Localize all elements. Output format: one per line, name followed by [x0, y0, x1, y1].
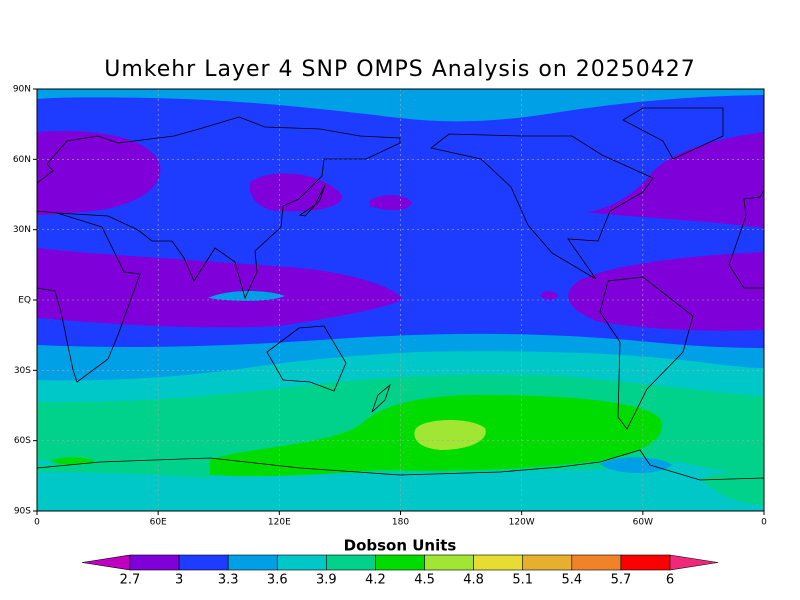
colorbar-tick-label: 3.3: [218, 573, 239, 588]
coast-australia: [266, 325, 347, 392]
graticule: [37, 89, 764, 511]
field-lightgreen-south: [414, 419, 486, 450]
colorbar-over: [669, 554, 719, 571]
field-purple-japan: [249, 173, 343, 212]
coast-antarctica: [37, 449, 764, 481]
colorbar-label: Dobson Units: [344, 537, 457, 555]
x-tick-label: 120E: [268, 518, 291, 528]
colorbar-tick-label: 3: [175, 573, 183, 588]
x-tick-label: 60W: [633, 518, 653, 528]
field-purple-eurasia: [37, 130, 161, 215]
colorbar-segment: [522, 554, 573, 571]
y-tick-label: 60S: [14, 436, 31, 446]
coast-eurasia: [37, 116, 401, 300]
field-teal-antarctic-east: [700, 462, 764, 505]
map-title: Umkehr Layer 4 SNP OMPS Analysis on 2025…: [104, 57, 696, 82]
field-cyan-antarctic: [37, 462, 764, 511]
colorbar-tick-label: 5.4: [561, 573, 582, 588]
coastlines: [37, 107, 764, 481]
colorbar-tick-label: 3.9: [316, 573, 337, 588]
coast-africa: [37, 212, 141, 383]
colorbar-segment: [620, 554, 671, 571]
colorbar-tick-label: 3.6: [267, 573, 288, 588]
colorbar-tick-label: 4.5: [414, 573, 435, 588]
colorbar-segment: [276, 554, 327, 571]
colorbar-tick-label: 5.1: [512, 573, 533, 588]
field-purple-atlantic: [585, 132, 764, 228]
coast-west-africa-europe: [728, 189, 764, 289]
field-green-small: [50, 457, 95, 465]
colorbar-segment: [473, 554, 524, 571]
x-tick-label: 0: [34, 518, 40, 528]
coast-new-zealand: [371, 383, 391, 413]
colorbar-segment: [424, 554, 474, 571]
coast-japan: [298, 184, 326, 217]
colorbar-tick-label: 4.8: [463, 573, 484, 588]
colorbar-segment: [326, 554, 376, 571]
coast-south-america: [599, 276, 694, 430]
x-tick-label: 0: [761, 518, 767, 528]
y-tick-label: 90S: [14, 507, 31, 517]
field-indonesia: [208, 291, 285, 301]
colorbar-segment: [571, 554, 622, 571]
field-purple-pacific: [370, 195, 412, 211]
coast-north-america: [430, 133, 654, 280]
colorbar-under: [81, 554, 131, 571]
colorbar-segment: [227, 554, 278, 571]
y-tick-label: 60N: [13, 155, 31, 165]
colorbar-tick-label: 6: [666, 573, 674, 588]
colorbar-tick-label: 5.7: [611, 573, 632, 588]
coast-greenland: [622, 107, 724, 160]
colorbar-segment: [178, 554, 229, 571]
x-tick-label: 180: [392, 518, 409, 528]
colorbar-segment: [375, 554, 425, 571]
x-tick-label: 60E: [150, 518, 167, 528]
y-tick-label: EQ: [18, 296, 31, 306]
field-purple-small: [540, 290, 558, 301]
y-tick-label: 90N: [13, 85, 31, 95]
field-teal-antarctic-west: [37, 462, 210, 478]
field-purple-tropic-east: [568, 252, 764, 331]
field-weddell: [600, 457, 672, 474]
x-tick-label: 120W: [509, 518, 535, 528]
colorbar: 2.7 3 3.3 3.6 3.9 4.2 4.5 4.8 5.1 5.4 5.7 6: [81, 554, 719, 588]
y-tick-label: 30S: [14, 366, 31, 376]
colorbar-tick-label: 2.7: [120, 573, 141, 588]
y-tick-label: 30N: [13, 225, 31, 235]
colorbar-segment: [129, 554, 180, 571]
colorbar-tick-label: 4.2: [365, 573, 386, 588]
map-ticks: 0 60E 120E 180 120W 60W 0 90N 60N 30N EQ 30S 60S 90S: [13, 85, 767, 528]
